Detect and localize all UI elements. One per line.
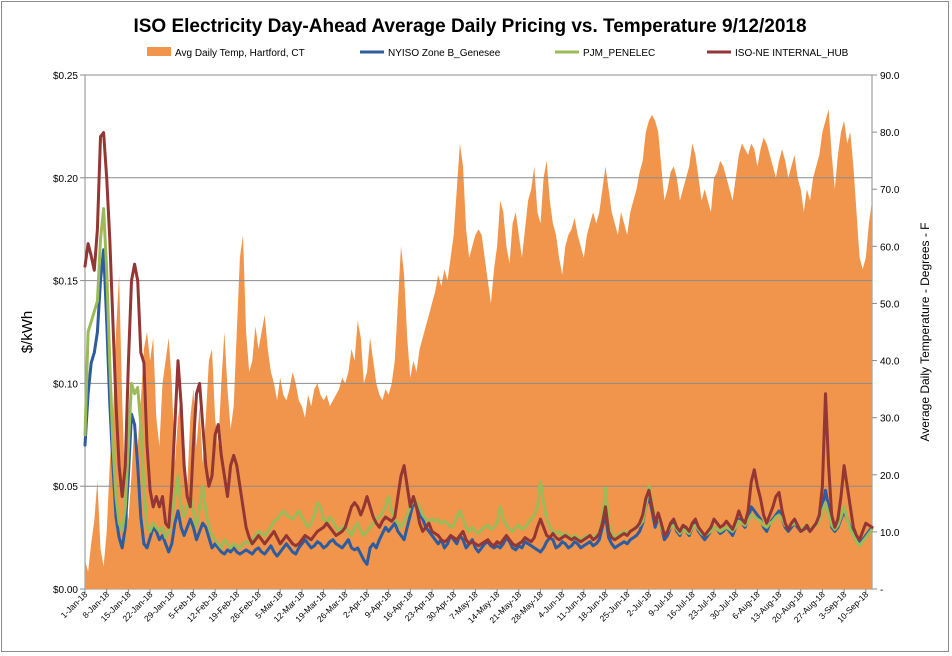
chart-title: ISO Electricity Day-Ahead Average Daily … <box>133 16 806 37</box>
legend: Avg Daily Temp, Hartford, CT NYISO Zone B… <box>147 47 849 59</box>
y2-tick-label: 30.0 <box>880 414 900 425</box>
y2-tick-label: 10.0 <box>880 528 900 539</box>
y2-tick-label: - <box>880 585 883 596</box>
legend-label: Avg Daily Temp, Hartford, CT <box>175 48 305 59</box>
y-tick-label: $0.00 <box>53 585 78 596</box>
y2-tick-label: 60.0 <box>880 242 900 253</box>
legend-swatch <box>147 47 171 56</box>
legend-label: ISO-NE INTERNAL_HUB <box>735 48 849 59</box>
y2-tick-label: 80.0 <box>880 128 900 139</box>
y2-tick-label: 50.0 <box>880 299 900 310</box>
y-tick-label: $0.15 <box>53 277 78 288</box>
y2-tick-label: 20.0 <box>880 471 900 482</box>
y-tick-label: $0.25 <box>53 71 78 82</box>
y2-axis-label: Average Daily Temperature - Degrees - F <box>918 223 932 442</box>
y2-tick-label: 90.0 <box>880 71 900 82</box>
legend-label: NYISO Zone B_Genesee <box>388 48 501 59</box>
y-tick-label: $0.05 <box>53 482 78 493</box>
y2-tick-label: 40.0 <box>880 357 900 368</box>
y2-tick-label: 70.0 <box>880 185 900 196</box>
y-tick-label: $0.20 <box>53 174 78 185</box>
series-area-temperature <box>85 109 872 590</box>
legend-label: PJM_PENELEC <box>583 48 655 59</box>
y-axis-label: $/kWh <box>19 311 36 354</box>
y-tick-label: $0.10 <box>53 379 78 390</box>
series-line-iso-ne-internal-hub <box>83 131 874 548</box>
series-line-pjm-penelec <box>83 207 874 550</box>
plot-area: $0.00 $0.05 $0.10 $0.15 $0.20 $0.25 - 10.0 20.0 3… <box>53 71 900 625</box>
